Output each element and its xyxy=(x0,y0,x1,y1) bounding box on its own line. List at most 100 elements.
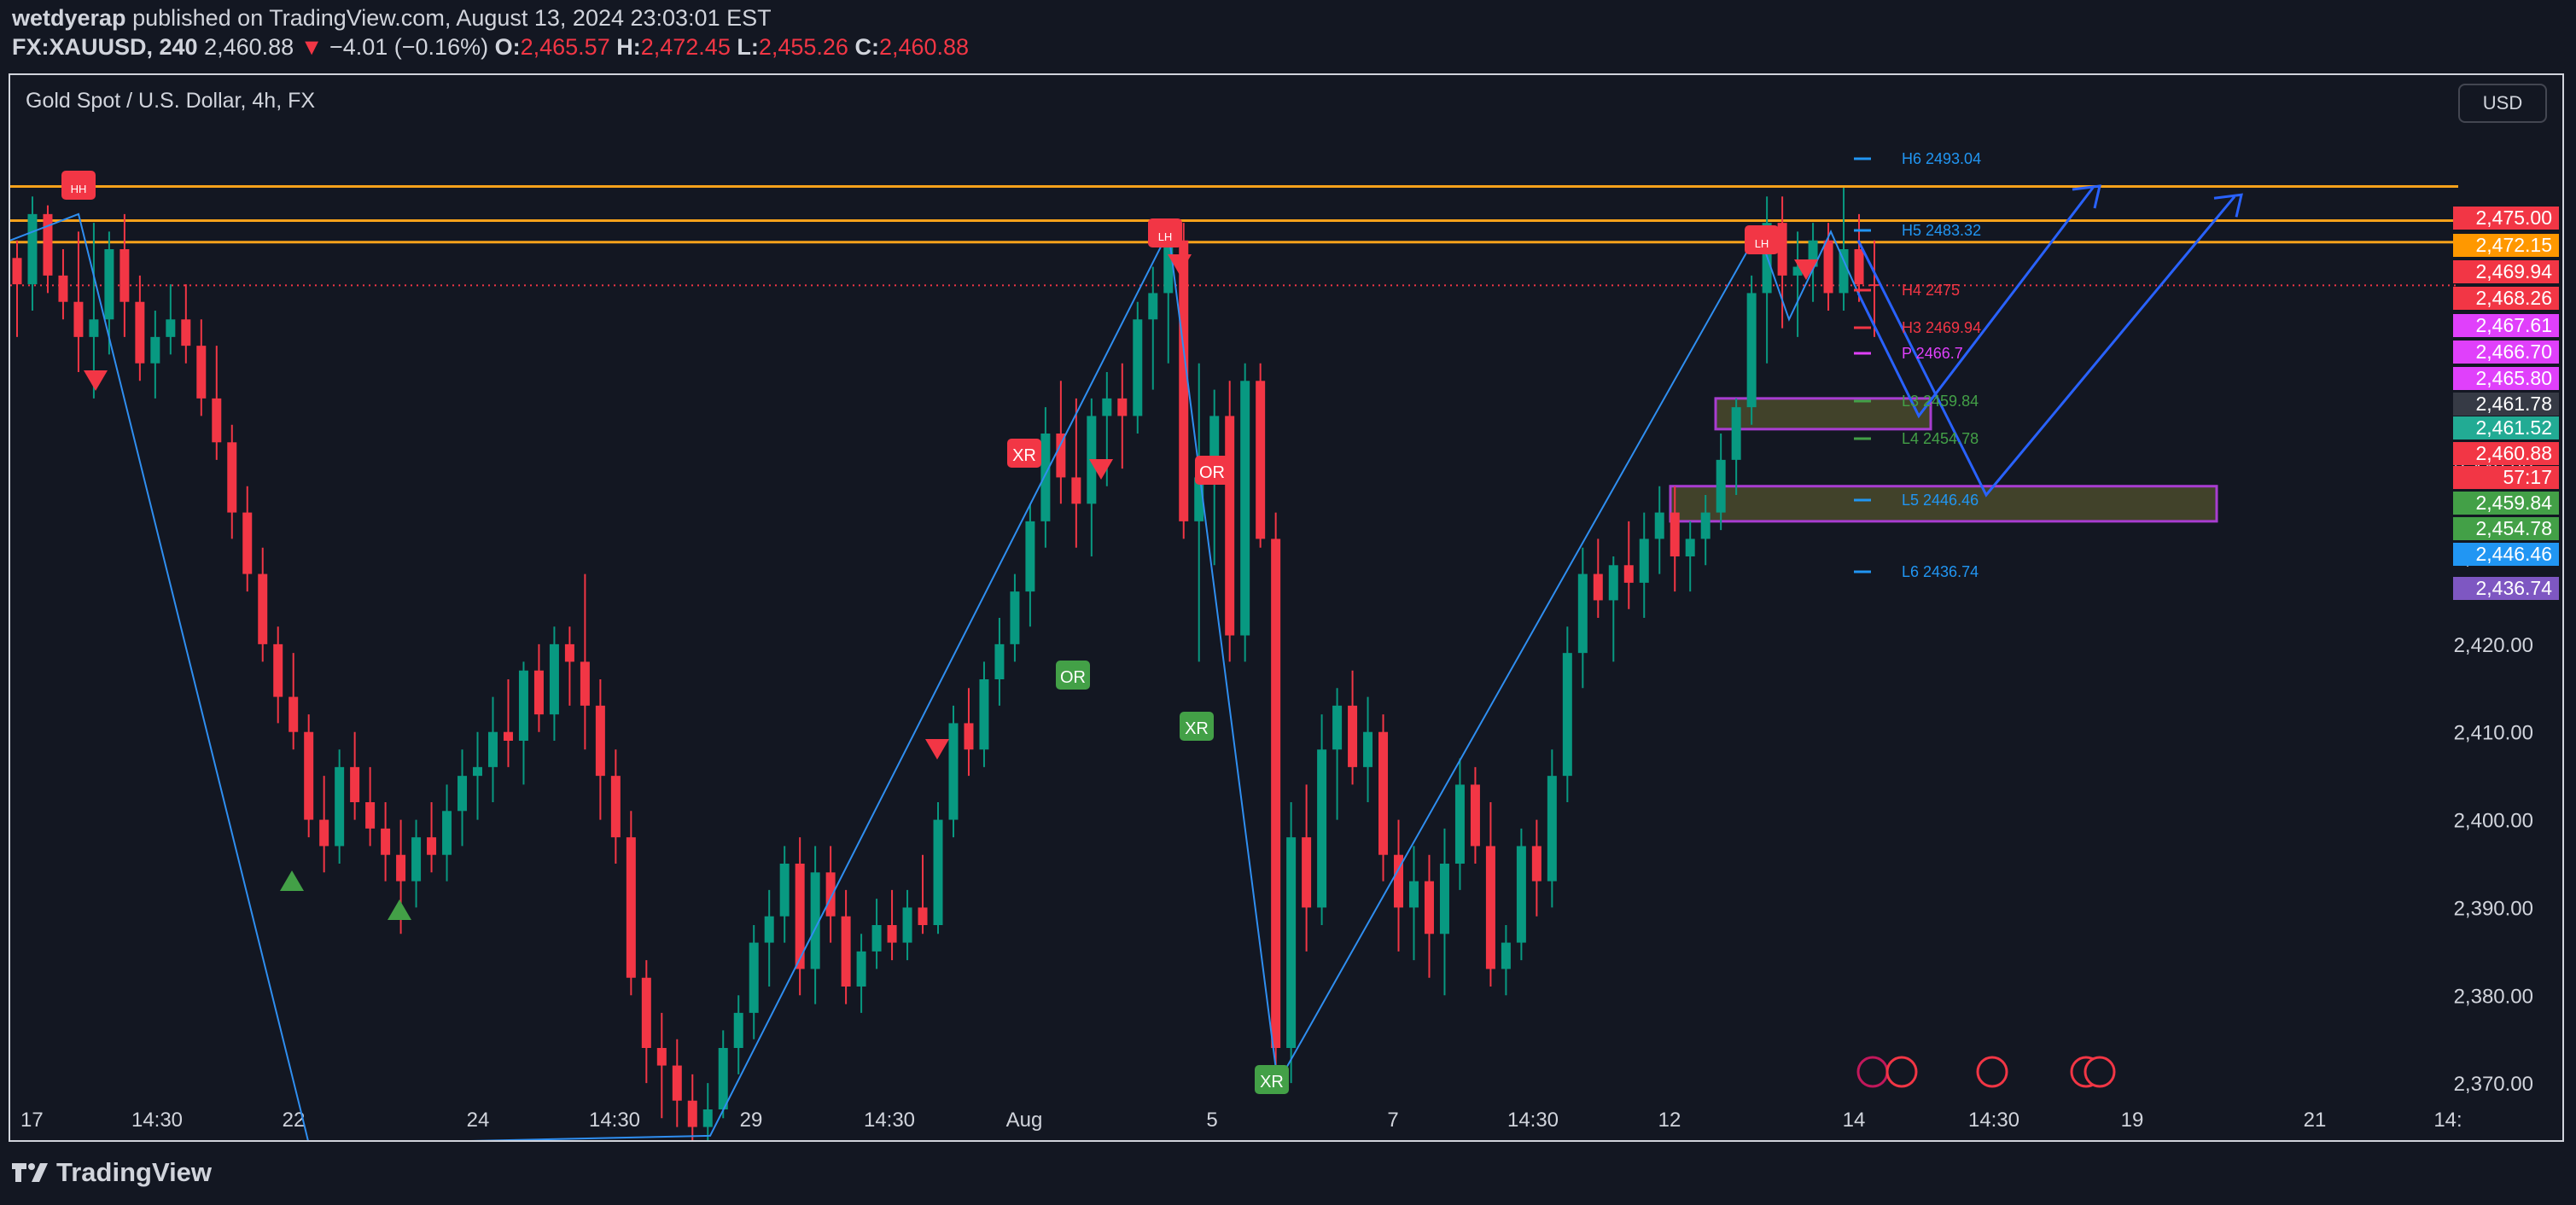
price-tag xyxy=(2453,492,2559,515)
candle-body xyxy=(1133,319,1143,416)
chart-frame[interactable]: 2,370.00 2,380.00 2,390.00 2,400.00 2,410.00… xyxy=(9,73,2564,1142)
candle-body xyxy=(825,872,836,917)
price-tag xyxy=(2453,543,2559,566)
y-tick-label: 2,420.00 xyxy=(2454,634,2533,657)
sell-triangle-icon xyxy=(925,739,949,760)
candle-body xyxy=(119,249,130,302)
candle-body xyxy=(856,951,866,987)
low-value: 2,455.26 xyxy=(758,34,848,60)
x-tick-label: 14: xyxy=(2433,1109,2462,1132)
y-tick-label: 2,410.00 xyxy=(2454,722,2533,745)
candle-body xyxy=(610,776,621,838)
swing-marker-label: XR xyxy=(1185,719,1209,738)
candle-body xyxy=(1685,538,1695,556)
candle-body xyxy=(733,1012,743,1048)
candle-body xyxy=(1163,240,1174,294)
buy-triangle-icon xyxy=(388,899,411,920)
candle-body xyxy=(1470,784,1480,847)
candle-body xyxy=(580,661,590,706)
price-tag-label: 2,468.26 xyxy=(2475,287,2552,309)
projection-path-1 xyxy=(1856,187,2095,419)
price-tag-label: 2,460.88 xyxy=(2475,442,2552,464)
candle-body xyxy=(1256,381,1266,539)
candle-body xyxy=(1148,293,1158,320)
price-tag xyxy=(2453,234,2559,257)
candle-body xyxy=(1808,240,1818,267)
candle-body xyxy=(319,819,329,847)
candle-body xyxy=(810,872,820,969)
candle-body xyxy=(1424,881,1434,934)
price-tag-label: 2,454.78 xyxy=(2475,517,2552,539)
candle-body xyxy=(1839,249,1849,294)
candle-body xyxy=(227,442,237,513)
candle-body xyxy=(365,802,376,829)
candle-body xyxy=(887,925,897,943)
candle-body xyxy=(350,766,360,802)
swing-marker-badge xyxy=(1007,439,1041,468)
x-tick-label: 29 xyxy=(740,1109,763,1132)
author-name[interactable]: wetdyerap xyxy=(12,5,126,31)
candle-body xyxy=(1040,434,1051,521)
candle-body xyxy=(1547,776,1557,882)
candle-body xyxy=(795,864,805,969)
candle-body xyxy=(1225,416,1235,636)
price-tag xyxy=(2453,367,2559,390)
candle-body xyxy=(1639,538,1649,583)
candle-body xyxy=(964,723,974,750)
candle-body xyxy=(672,1065,682,1101)
tradingview-logo[interactable]: TradingView xyxy=(12,1157,212,1188)
dividend-event-icon xyxy=(1856,1056,1889,1088)
x-tick-label: 21 xyxy=(2304,1109,2327,1132)
candle-body xyxy=(150,336,160,364)
y-tick-label: 2,400.00 xyxy=(2454,810,2533,833)
candle-body xyxy=(902,907,912,943)
candle-body xyxy=(1332,705,1343,750)
candle-body xyxy=(473,766,483,777)
pivot-label: H3 2469.94 xyxy=(1902,319,1981,336)
candle-body xyxy=(487,731,498,767)
publish-info: wetdyerap published on TradingView.com, … xyxy=(12,5,772,32)
candle-body xyxy=(1516,846,1526,943)
candle-body xyxy=(1179,240,1189,521)
candle-body xyxy=(1823,240,1833,294)
candle-body xyxy=(1593,573,1603,601)
candle-body xyxy=(43,213,53,276)
projection-arrowhead xyxy=(2072,184,2101,209)
close-label: C: xyxy=(854,34,879,60)
swing-marker-badge xyxy=(1148,218,1182,247)
candle-body xyxy=(1117,398,1128,416)
last-price: 2,460.88 xyxy=(204,34,294,60)
price-tag xyxy=(2453,577,2559,600)
price-tag-label: 2,469.94 xyxy=(2475,260,2552,282)
price-tag-label: 2,461.52 xyxy=(2475,416,2552,439)
candle-body xyxy=(1608,565,1618,601)
candle-body xyxy=(27,213,38,285)
swing-marker-badge xyxy=(1195,456,1229,485)
price-tag xyxy=(2453,442,2559,465)
candle-body xyxy=(564,643,574,662)
price-chart[interactable]: 2,370.00 2,380.00 2,390.00 2,400.00 2,410.00… xyxy=(10,75,2564,1142)
swing-marker-badge xyxy=(1745,225,1779,254)
candle-body xyxy=(918,907,928,925)
candle-body xyxy=(518,670,528,741)
candle-body xyxy=(212,398,222,443)
price-tag xyxy=(2453,416,2559,440)
x-tick-label: 19 xyxy=(2121,1109,2144,1132)
candle-body xyxy=(304,731,314,820)
sell-triangle-icon xyxy=(84,370,108,391)
candle-body xyxy=(1378,731,1389,855)
candle-body xyxy=(396,854,406,882)
x-tick-label: 14:30 xyxy=(1968,1109,2019,1132)
open-label: O: xyxy=(494,34,521,60)
candle-body xyxy=(1623,565,1634,583)
candle-body xyxy=(1363,731,1373,767)
pivot-label: H4 2475 xyxy=(1902,282,1960,299)
us-flag-event-icon xyxy=(1976,1056,2008,1088)
pivot-label: L4 2454.78 xyxy=(1902,430,1979,447)
candle-body xyxy=(1286,837,1297,1048)
candle-body xyxy=(1654,512,1664,539)
currency-button[interactable]: USD xyxy=(2458,84,2547,123)
x-tick-label: 14:30 xyxy=(1507,1109,1559,1132)
candle-body xyxy=(1056,434,1066,478)
candle-body xyxy=(1670,512,1680,556)
